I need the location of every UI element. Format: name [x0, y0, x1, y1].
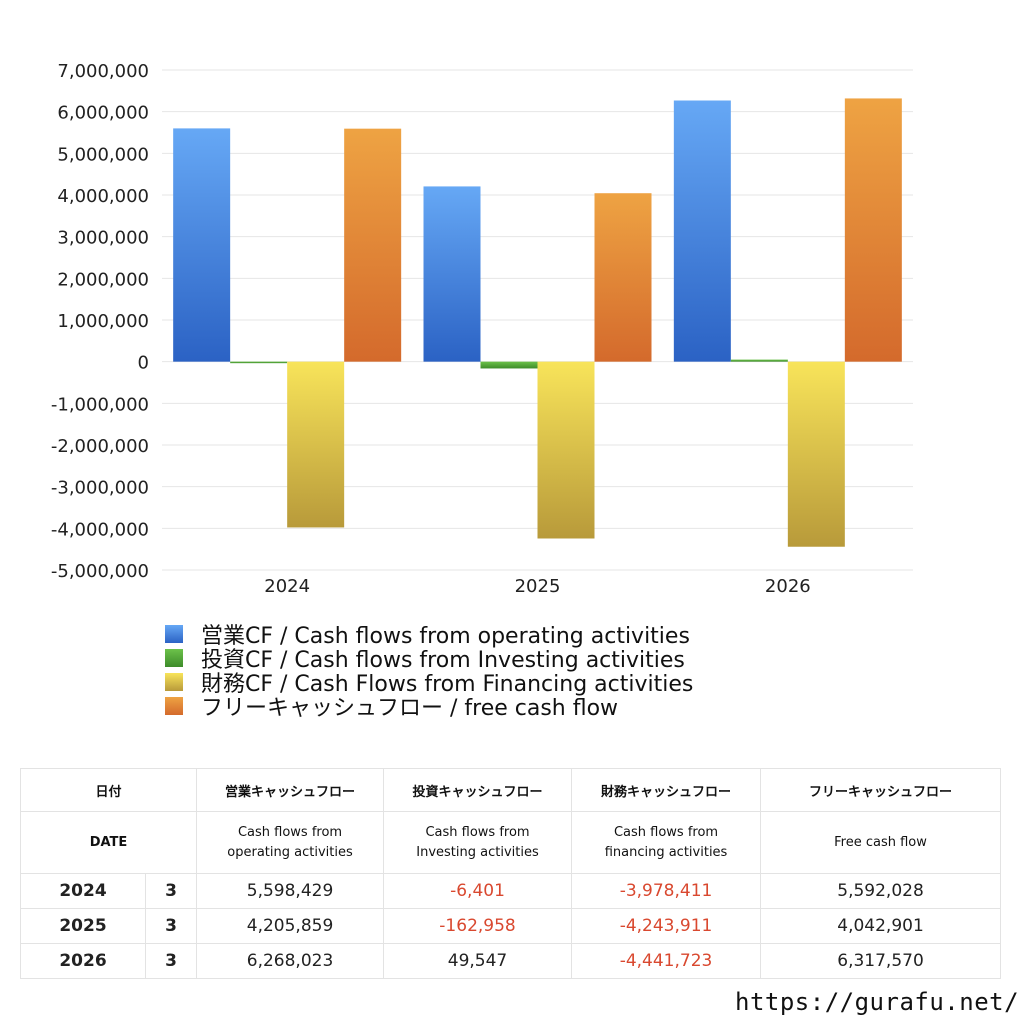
y-tick-label: 3,000,000 [57, 228, 149, 249]
row-financing: -3,978,411 [571, 873, 762, 909]
subheader-investing: Cash flows from Investing activities [383, 811, 573, 874]
cash-flow-table: 日付 営業キャッシュフロー 投資キャッシュフロー 財務キャッシュフロー フリーキ… [19, 768, 1002, 979]
row-free: 4,042,901 [760, 908, 1002, 944]
row-financing: -4,243,911 [571, 908, 762, 944]
y-tick-label: 2,000,000 [57, 269, 149, 290]
bar-free-2026 [844, 98, 902, 362]
row-year: 2026 [20, 943, 146, 979]
y-tick-label: 1,000,000 [57, 311, 149, 332]
bar-free-2025 [594, 193, 652, 362]
row-operating: 5,598,429 [196, 873, 385, 909]
x-tick-label: 2024 [264, 576, 310, 597]
bar-financing-2026 [787, 361, 845, 547]
bar-investing-2025 [480, 361, 538, 369]
bar-financing-2024 [287, 361, 345, 528]
legend-label-operating: 営業CF / Cash flows from operating activit… [201, 624, 690, 649]
bar-financing-2025 [537, 361, 595, 539]
table-row: 2026 3 6,268,023 49,547 -4,441,723 6,317… [20, 943, 1002, 979]
row-free: 5,592,028 [760, 873, 1002, 909]
legend-swatch-free [165, 697, 183, 715]
site-url[interactable]: https://gurafu.net/ [735, 988, 1020, 1016]
y-tick-label: -1,000,000 [51, 394, 149, 415]
header-date: 日付 [19, 768, 198, 812]
row-operating: 6,268,023 [196, 943, 385, 979]
bar-operating-2026 [673, 100, 731, 362]
bar-investing-2026 [730, 359, 788, 362]
y-tick-label: 7,000,000 [57, 61, 149, 82]
header-financing: 財務キャッシュフロー [571, 768, 762, 812]
legend-swatch-operating [165, 625, 183, 643]
row-month: 3 [144, 908, 198, 944]
legend-item-operating: 営業CF / Cash flows from operating activit… [165, 622, 693, 649]
row-month: 3 [144, 873, 198, 909]
header-operating: 営業キャッシュフロー [196, 768, 385, 812]
subheader-operating: Cash flows from operating activities [196, 811, 385, 874]
legend-item-financing: 財務CF / Cash Flows from Financing activit… [165, 670, 693, 697]
x-tick-label: 2026 [765, 576, 811, 597]
row-financing: -4,441,723 [571, 943, 762, 979]
table-subheader-row: DATE Cash flows from operating activitie… [19, 811, 1002, 874]
legend-label-free: フリーキャッシュフロー / free cash flow [201, 696, 619, 721]
subheader-date: DATE [19, 811, 198, 874]
legend-label-financing: 財務CF / Cash Flows from Financing activit… [201, 672, 694, 697]
table-row: 2025 3 4,205,859 -162,958 -4,243,911 4,0… [20, 908, 1002, 944]
cash-flow-bar-chart: 7,000,000 6,000,000 5,000,000 4,000,000 3,00… [51, 61, 913, 597]
row-operating: 4,205,859 [196, 908, 385, 944]
legend-label-investing: 投資CF / Cash flows from Investing activit… [201, 648, 685, 673]
y-tick-label: 6,000,000 [57, 103, 149, 124]
chart-legend: 営業CF / Cash flows from operating activit… [165, 622, 693, 721]
legend-swatch-financing [165, 673, 183, 691]
table-header-row: 日付 営業キャッシュフロー 投資キャッシュフロー 財務キャッシュフロー フリーキ… [19, 768, 1002, 812]
table-row: 2024 3 5,598,429 -6,401 -3,978,411 5,592… [20, 873, 1002, 909]
y-tick-label: -3,000,000 [51, 478, 149, 499]
row-investing: -6,401 [383, 873, 573, 909]
y-tick-label: 5,000,000 [57, 144, 149, 165]
header-investing: 投資キャッシュフロー [383, 768, 573, 812]
bar-operating-2024 [173, 128, 231, 362]
bar-operating-2025 [423, 186, 481, 362]
bar-free-2024 [344, 128, 402, 362]
x-tick-label: 2025 [515, 576, 561, 597]
y-tick-label: -2,000,000 [51, 436, 149, 457]
legend-item-investing: 投資CF / Cash flows from Investing activit… [165, 646, 693, 673]
row-free: 6,317,570 [760, 943, 1002, 979]
row-month: 3 [144, 943, 198, 979]
header-free: フリーキャッシュフロー [760, 768, 1002, 812]
y-tick-label: -5,000,000 [51, 561, 149, 582]
row-investing: 49,547 [383, 943, 573, 979]
y-tick-label: 4,000,000 [57, 186, 149, 207]
legend-item-free: フリーキャッシュフロー / free cash flow [165, 694, 693, 721]
subheader-financing: Cash flows from financing activities [571, 811, 762, 874]
subheader-free: Free cash flow [760, 811, 1002, 874]
y-tick-label: 0 [138, 353, 149, 374]
y-tick-label: -4,000,000 [51, 519, 149, 540]
bar-investing-2024 [230, 361, 288, 364]
legend-swatch-investing [165, 649, 183, 667]
row-year: 2025 [20, 908, 146, 944]
row-investing: -162,958 [383, 908, 573, 944]
row-year: 2024 [20, 873, 146, 909]
